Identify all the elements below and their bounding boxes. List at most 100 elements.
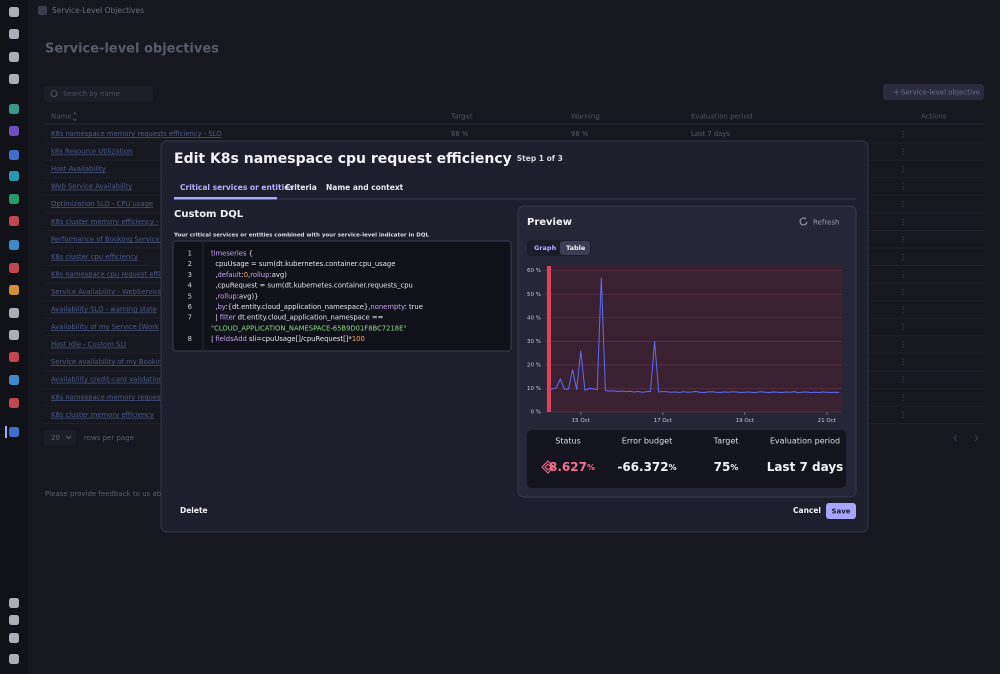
nav-icon[interactable] [9,216,19,226]
nav-icon[interactable] [9,285,19,295]
row-actions[interactable]: ⋮ [899,200,907,209]
nav-icon[interactable] [9,615,19,625]
nav-icon[interactable] [9,427,19,437]
nav-icon[interactable] [9,352,19,362]
row-actions[interactable]: ⋮ [899,147,907,156]
nav-icon[interactable] [9,330,19,340]
preview-title: Preview [527,217,572,228]
nav-icon[interactable] [9,126,19,136]
row-actions[interactable]: ⋮ [899,358,907,367]
slo-link[interactable]: K8s namespace cpu request effic [51,270,164,278]
slo-link[interactable]: K8s namespace memory requests efficiency… [51,130,222,138]
nav-icon[interactable] [9,263,19,273]
code-line: cpuUsage = sum(dt.kubernetes.container.c… [211,260,395,268]
column-header: Evaluation period [691,113,752,121]
stat-value: Last 7 days [767,460,844,474]
nav-icon[interactable] [9,171,19,181]
row-actions[interactable]: ⋮ [899,252,907,261]
slo-link[interactable]: K8s cluster memory efficiency - [51,218,159,226]
row-actions[interactable]: ⋮ [899,323,907,332]
code-token: timeseries [211,250,247,258]
page-size-select[interactable] [44,430,76,445]
code-token: filter [220,314,236,322]
row-actions[interactable]: ⋮ [899,165,907,174]
slo-link[interactable]: K8s cluster cpu efficiency [51,253,138,261]
row-actions[interactable]: ⋮ [899,340,907,349]
slo-link[interactable]: Host Availability [51,165,106,173]
code-token: default [217,271,241,279]
line-number: 3 [188,271,192,279]
section-description: Your critical services or entities combi… [173,233,430,239]
slo-link[interactable]: Availability credit-card validation [51,376,163,384]
column-header: Warning [571,113,600,121]
row-actions[interactable]: ⋮ [899,287,907,296]
row-actions[interactable]: ⋮ [899,410,907,419]
unhealthy-marker [547,266,551,412]
page-nav[interactable] [954,435,978,441]
code-token: : true [405,303,423,311]
slo-link[interactable]: Host Idle - Custom SLI [51,341,126,349]
code-token: "CLOUD_APPLICATION_NAMESPACE-65B9D01F8BC… [211,324,407,332]
column-header: Actions [921,113,947,121]
save-label: Save [831,508,850,516]
nav-icon[interactable] [9,633,19,643]
page-title: Service-level objectives [45,42,219,57]
row-actions[interactable]: ⋮ [899,182,907,191]
slo-link[interactable]: Service availability of my Booking [51,358,166,366]
nav-icon[interactable] [9,29,19,39]
nav-icon[interactable] [9,398,19,408]
code-line: | filter dt.entity.cloud_application_nam… [211,314,383,322]
tab[interactable]: Criteria [285,183,317,192]
line-number: 1 [188,250,192,258]
nav-icon[interactable] [9,52,19,62]
nav-icon[interactable] [9,375,19,385]
nav-icon[interactable] [9,194,19,204]
nav-icon[interactable] [9,150,19,160]
nav-icon[interactable] [9,7,19,17]
add-icon: + [893,88,901,98]
breadcrumb-icon [38,6,47,15]
row-actions[interactable]: ⋮ [899,235,907,244]
row-actions[interactable]: ⋮ [899,270,907,279]
nav-icon[interactable] [9,654,19,664]
tab-active[interactable]: Critical services or entities [180,183,294,192]
cell: 98 % [571,130,589,138]
delete-button[interactable]: Delete [180,506,208,515]
toggle-graph[interactable]: Graph [534,244,557,252]
row-actions[interactable]: ⋮ [899,375,907,384]
slo-link[interactable]: Availability SLO - warning state [51,306,157,314]
cancel-button[interactable]: Cancel [793,506,821,515]
slo-link[interactable]: Service Availability - WebService [51,288,162,296]
refresh-button[interactable]: Refresh [813,219,839,227]
stat-number: -66.372 [617,460,668,474]
modal-step: Step 1 of 3 [517,154,563,163]
slo-link[interactable]: K8s cluster memory efficiency [51,411,154,419]
slo-link[interactable]: Optimization SLO - CPU usage [51,200,153,208]
page-size-label: rows per page [84,434,134,442]
row-actions[interactable]: ⋮ [899,217,907,226]
code-token: nonempty [370,303,405,311]
breadcrumb[interactable]: Service-Level Objectives [52,6,144,15]
nav-icon[interactable] [9,598,19,608]
slo-link[interactable]: Availability of my Service [Work [51,323,159,331]
search-placeholder: Search by name [63,90,120,98]
nav-icon[interactable] [9,74,19,84]
slo-link[interactable]: Performance of Booking Service - [51,235,165,243]
code-token: dt.entity.cloud_application_namespace == [236,314,384,322]
code-token: fieldsAdd [215,335,246,343]
nav-icon[interactable] [9,240,19,250]
slo-link[interactable]: Web Service Availability [51,183,132,191]
row-actions[interactable]: ⋮ [899,393,907,402]
tab[interactable]: Name and context [326,183,404,192]
row-actions[interactable]: ⋮ [899,130,907,139]
stat-label: Status [555,437,581,446]
x-tick-label: 21 Oct [818,418,837,424]
slo-link[interactable]: k8s Resource Utilization [51,148,132,156]
nav-icon[interactable] [9,104,19,114]
y-tick-label: 40 % [527,315,541,321]
nav-icon[interactable] [9,308,19,318]
row-actions[interactable]: ⋮ [899,305,907,314]
slo-link[interactable]: K8s namespace memory request [51,393,164,401]
toggle-table[interactable]: Table [566,244,586,252]
